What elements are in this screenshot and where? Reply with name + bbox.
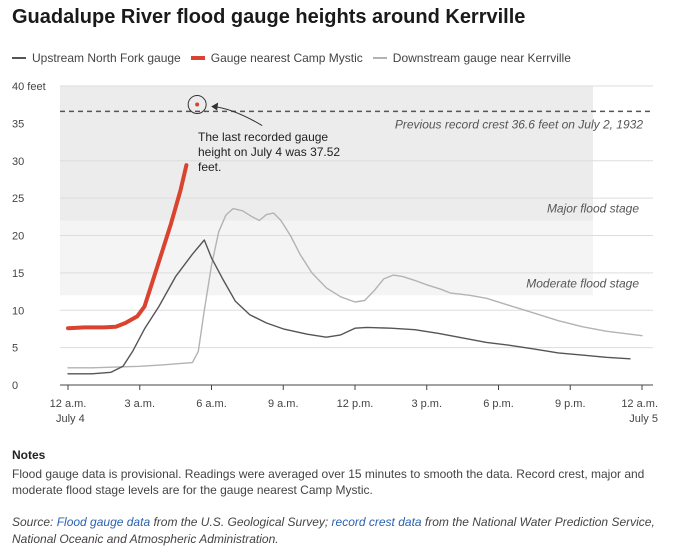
legend: Upstream North Fork gauge Gauge nearest C… [12,50,581,68]
camp-mystic-gauge-line [66,163,189,331]
flood-gauge-data-link[interactable]: Flood gauge data [56,515,151,529]
last-reading-circle [187,95,207,115]
legend-swatch [372,57,387,60]
annotation-text: The last recorded gauge [198,130,328,144]
flood-stage-label: Moderate flood stage [526,276,639,290]
source-mid: from the U.S. Geological Survey; [150,515,332,529]
y-tick-label: 0 [12,380,18,392]
x-tick-sublabel: July 4 [56,413,85,425]
x-tick-label: 3 a.m. [124,398,155,410]
notes: Notes Flood gauge data is provisional. R… [12,448,662,498]
y-tick-label: 30 [12,156,24,168]
x-tick-label: 9 a.m. [268,398,299,410]
x-tick-label: 3 p.m. [411,398,442,410]
x-tick-label: 12 a.m. [621,398,658,410]
legend-item: Downstream gauge near Kerrville [372,50,571,66]
y-tick-label: 40 feet [12,81,46,93]
chart-title: Guadalupe River flood gauge heights arou… [12,6,526,28]
annotation-text: height on July 4 was 37.52 [198,145,340,159]
legend-label: Downstream gauge near Kerrville [392,51,571,66]
legend-item: Gauge nearest Camp Mystic [190,50,363,66]
x-tick-sublabel: July 5 [629,413,658,425]
upstream-north-fork-line [67,239,631,375]
y-tick-label: 15 [12,268,24,280]
y-tick-label: 10 [12,305,24,317]
legend-swatch [12,57,26,60]
flood-stage-band [60,220,593,296]
y-tick-label: 35 [12,118,24,130]
source-suffix: from the National Water Prediction Servi… [12,515,655,546]
x-tick-label: 9 p.m. [555,398,586,410]
legend-label: Gauge nearest Camp Mystic [210,51,363,66]
x-tick-label: 12 a.m. [50,398,87,410]
annotation-text: feet. [198,160,221,174]
flood-stage-label: Major flood stage [547,202,639,216]
last-reading-dot [195,102,200,107]
y-tick-label: 20 [12,231,24,243]
legend-swatch [190,56,205,61]
y-tick-label: 25 [12,193,24,205]
notes-text: Flood gauge data is provisional. Reading… [12,467,645,497]
downstream-kerrville-line [67,207,643,369]
source-credit: Source: Flood gauge data from the U.S. G… [12,514,662,548]
x-tick-label: 6 a.m. [196,398,227,410]
source-prefix: Source: [12,515,57,529]
notes-heading: Notes [12,448,46,462]
x-tick-label: 6 p.m. [483,398,514,410]
record-crest-label: Previous record crest 36.6 feet on July … [395,117,643,131]
line-chart: Major flood stage Moderate flood stage 0 5 1… [12,81,658,425]
x-tick-label: 12 p.m. [337,398,374,410]
y-tick-label: 5 [12,343,18,355]
annotation-arrowhead [211,102,219,111]
record-crest-data-link[interactable]: record crest data [331,515,422,529]
legend-item: Upstream North Fork gauge [12,50,181,65]
legend-label: Upstream North Fork gauge [32,51,181,66]
